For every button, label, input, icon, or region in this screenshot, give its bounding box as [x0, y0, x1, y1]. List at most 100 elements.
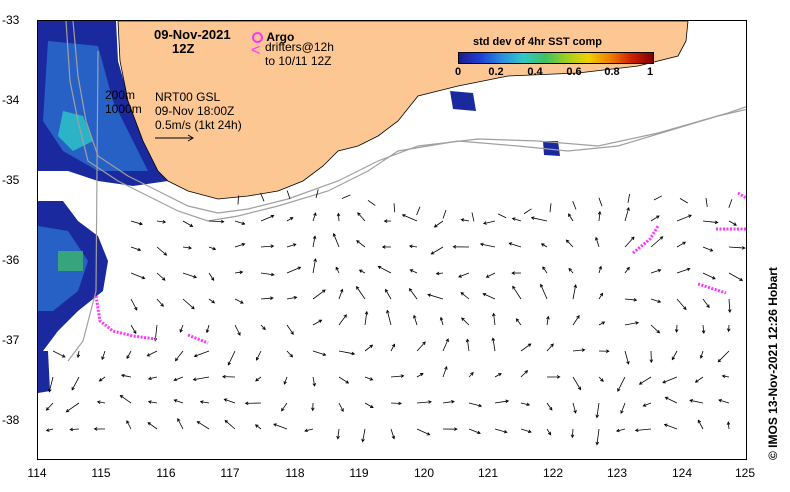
current-arrow — [182, 246, 192, 250]
current-arrow — [572, 201, 577, 210]
y-tick: -35 — [2, 173, 20, 187]
x-tick: 120 — [413, 466, 435, 480]
current-arrow — [416, 428, 431, 436]
current-arrow — [595, 428, 600, 446]
current-arrow — [312, 350, 327, 356]
current-arrow — [224, 419, 236, 430]
current-arrow — [364, 344, 374, 352]
current-arrow — [728, 220, 737, 226]
map-canvas — [38, 21, 746, 446]
current-arrow — [520, 402, 531, 407]
current-arrow — [208, 298, 216, 304]
product-label-1: NRT00 GSL — [155, 90, 221, 104]
current-arrow — [442, 209, 447, 219]
current-arrow — [260, 214, 275, 222]
current-arrow — [511, 271, 522, 275]
current-arrow — [697, 419, 704, 430]
drifter-tracks — [94, 191, 746, 345]
current-arrow — [130, 324, 137, 335]
current-arrow — [465, 338, 470, 352]
x-tick: 121 — [477, 466, 499, 480]
current-arrow — [650, 298, 662, 303]
current-arrow — [196, 421, 210, 430]
current-arrow — [126, 420, 132, 430]
current-arrow — [664, 396, 678, 404]
current-arrow — [338, 376, 350, 384]
current-arrow — [385, 288, 392, 300]
current-arrow — [222, 374, 236, 379]
current-arrow — [435, 271, 444, 276]
x-tick: 119 — [349, 466, 369, 480]
current-arrow — [234, 270, 244, 275]
current-arrow — [520, 428, 532, 434]
current-arrow — [356, 285, 366, 300]
current-arrow — [598, 321, 606, 326]
current-arrow — [650, 236, 664, 248]
argo-legend: Argo — [252, 30, 294, 44]
current-arrow — [281, 402, 288, 412]
current-arrow — [494, 428, 508, 434]
y-tick: -33 — [2, 13, 20, 27]
colorbar-tick: 0.8 — [604, 66, 620, 78]
current-arrow — [702, 272, 716, 280]
current-arrow — [130, 298, 138, 311]
current-arrow — [120, 373, 132, 378]
current-arrow — [689, 399, 704, 404]
current-arrow — [234, 324, 241, 336]
current-arrow — [717, 350, 730, 363]
current-arrow — [676, 241, 687, 248]
current-arrow — [182, 298, 195, 310]
current-arrow — [468, 372, 474, 378]
current-arrow — [312, 319, 323, 326]
current-arrow — [624, 298, 638, 302]
current-arrow — [130, 272, 146, 280]
drifter-marker-icon: < — [251, 42, 261, 59]
current-arrow — [338, 314, 347, 326]
current-arrow — [260, 244, 275, 248]
current-arrow — [572, 315, 580, 326]
colorbar-tick: 0.6 — [566, 66, 582, 78]
current-arrow — [597, 210, 602, 222]
current-arrow — [390, 374, 405, 378]
current-arrow — [364, 310, 369, 326]
current-arrow — [565, 239, 574, 248]
current-arrow — [208, 246, 217, 251]
current-arrow — [650, 324, 661, 334]
colorbar — [458, 52, 654, 64]
current-arrow — [364, 376, 374, 381]
current-arrow — [649, 350, 654, 364]
current-arrow — [156, 220, 167, 224]
x-tick: 117 — [220, 466, 240, 480]
current-arrow — [728, 272, 744, 281]
current-arrow — [338, 288, 344, 300]
current-arrow — [512, 285, 522, 300]
current-arrow — [312, 235, 317, 248]
current-arrow — [182, 272, 197, 279]
current-arrow — [468, 428, 481, 435]
y-tick: -38 — [2, 413, 20, 427]
current-arrow — [726, 421, 731, 430]
current-arrow — [485, 272, 496, 278]
current-arrow — [65, 402, 80, 413]
current-arrow — [674, 324, 679, 333]
colorbar-tick: 0 — [454, 66, 462, 78]
current-arrow — [341, 194, 351, 199]
current-arrow — [572, 348, 586, 352]
current-arrow — [442, 338, 449, 352]
current-arrow — [624, 321, 639, 326]
current-arrow — [546, 315, 550, 326]
y-tick: -37 — [2, 333, 20, 347]
current-arrow — [408, 244, 418, 249]
x-tick: 124 — [671, 466, 693, 480]
product-label-3: 0.5m/s (1kt 24h) — [155, 118, 242, 132]
colorbar-tick: 1 — [646, 66, 654, 78]
current-arrow — [546, 428, 552, 436]
current-arrow — [76, 350, 81, 359]
x-tick: 116 — [156, 466, 176, 480]
y-tick: -34 — [2, 93, 20, 107]
current-arrow — [208, 272, 215, 281]
current-arrow — [620, 402, 626, 415]
x-tick: 122 — [542, 466, 564, 480]
current-arrow — [101, 350, 106, 361]
current-arrow — [427, 293, 444, 300]
